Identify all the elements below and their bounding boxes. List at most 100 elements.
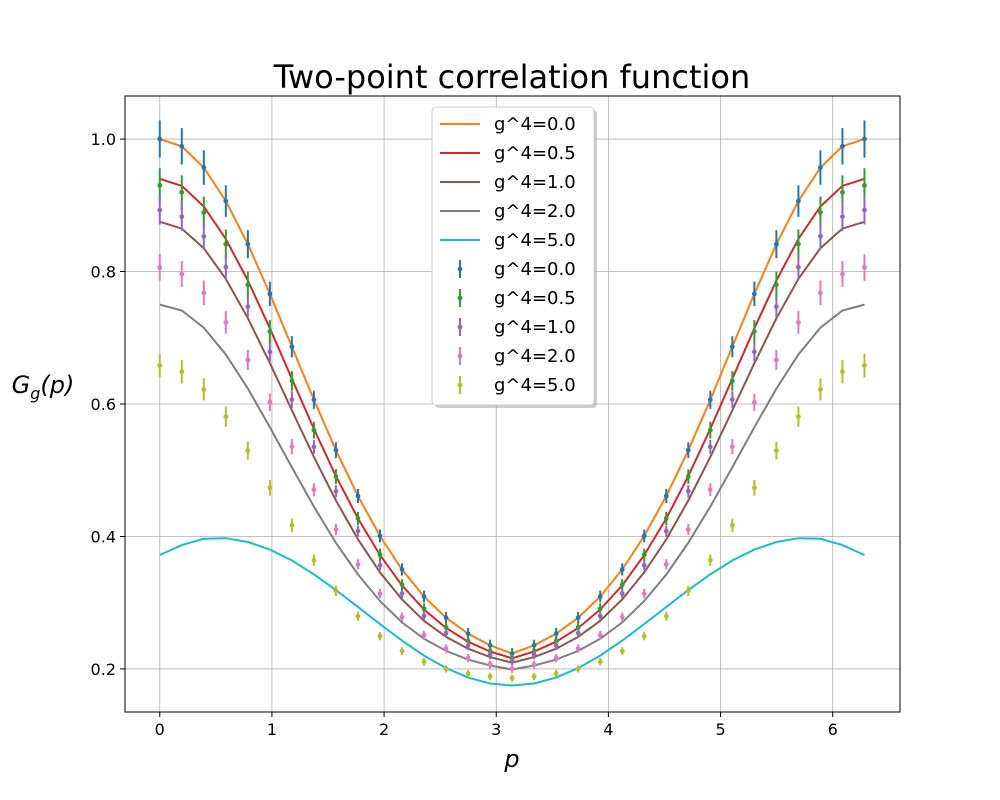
data-point [355, 561, 361, 567]
data-point [597, 594, 603, 599]
legend-point-swatch [457, 324, 463, 330]
data-point [685, 588, 691, 594]
data-point [487, 674, 493, 679]
data-point [245, 241, 251, 247]
data-point [333, 474, 339, 479]
data-point [641, 633, 647, 639]
legend-entry: g^4=0.5 [494, 288, 576, 309]
data-point [289, 397, 295, 402]
legend: g^4=0.0 g^4=0.5 g^4=1.0 g^4=2.0 g^4=5.0 g^4=0… [431, 106, 597, 408]
data-point [487, 652, 493, 658]
data-point [509, 675, 515, 681]
data-point [223, 198, 229, 204]
data-point [553, 655, 559, 661]
data-point [245, 448, 251, 453]
data-point [377, 591, 383, 596]
data-point [377, 633, 383, 639]
data-point [531, 642, 537, 648]
data-point [619, 648, 625, 654]
x-tick-label: 6 [828, 720, 838, 739]
data-point [729, 378, 735, 384]
data-point [862, 207, 867, 213]
legend-point-swatch [457, 382, 463, 388]
data-point [597, 659, 603, 665]
data-point [840, 271, 845, 277]
data-point [443, 615, 449, 621]
data-point [575, 630, 581, 636]
data-point [201, 210, 207, 215]
data-point [399, 614, 405, 620]
data-point [355, 613, 361, 619]
data-point [223, 320, 229, 325]
data-point [685, 527, 691, 532]
data-point [377, 562, 383, 568]
data-point [862, 265, 867, 270]
data-point [267, 329, 273, 334]
data-point [509, 658, 515, 664]
x-tick-label: 3 [491, 720, 501, 739]
data-point [421, 632, 427, 638]
data-point [157, 136, 163, 142]
data-point [223, 414, 229, 420]
data-point [796, 264, 801, 270]
data-point [685, 488, 691, 494]
data-point [245, 304, 251, 310]
data-point [179, 271, 185, 277]
data-point [818, 290, 823, 296]
data-point [729, 444, 735, 449]
data-point [707, 487, 713, 493]
data-point [201, 386, 207, 392]
data-point [157, 265, 163, 270]
data-point [465, 655, 471, 661]
data-point [751, 399, 757, 405]
data-point [575, 666, 581, 672]
data-point [796, 241, 801, 247]
data-point [840, 369, 845, 375]
data-point [399, 648, 405, 654]
legend-entry: g^4=0.5 [494, 143, 576, 164]
data-point [311, 444, 317, 450]
y-tick-label: 0.2 [91, 660, 116, 679]
data-point [157, 363, 163, 368]
data-point [773, 241, 779, 247]
data-point [641, 552, 647, 558]
data-point [707, 557, 713, 563]
legend-entry: g^4=0.0 [494, 259, 576, 280]
data-point [421, 606, 427, 612]
y-axis-label: Gg(p) [12, 371, 75, 403]
y-axis-label-arg: (p) [40, 371, 74, 399]
data-point [245, 282, 251, 288]
data-point [399, 591, 405, 596]
data-point [553, 631, 559, 637]
data-point [355, 516, 361, 521]
data-point [862, 363, 867, 368]
data-point [641, 562, 647, 568]
data-point [531, 662, 537, 667]
data-point [575, 624, 581, 630]
data-point [663, 493, 669, 499]
x-tick-label: 4 [603, 720, 613, 739]
legend-entry: g^4=0.0 [494, 114, 576, 135]
y-tick-label: 1.0 [91, 130, 116, 149]
data-point [597, 632, 603, 638]
data-point [443, 624, 449, 630]
data-point [399, 582, 405, 588]
data-point [223, 264, 229, 270]
data-point [201, 233, 207, 239]
data-point [840, 143, 845, 149]
data-point [818, 386, 823, 392]
x-tick-label: 0 [155, 720, 165, 739]
data-point [663, 528, 669, 534]
y-tick-label: 0.8 [91, 263, 116, 282]
data-point [619, 614, 625, 620]
data-point [796, 198, 801, 204]
data-point [619, 591, 625, 596]
data-point [179, 143, 185, 149]
series-line [159, 537, 865, 687]
data-point [311, 487, 317, 493]
data-point [729, 397, 735, 402]
data-point [840, 214, 845, 220]
data-point [818, 165, 823, 170]
data-point [707, 427, 713, 433]
data-point [443, 646, 449, 651]
